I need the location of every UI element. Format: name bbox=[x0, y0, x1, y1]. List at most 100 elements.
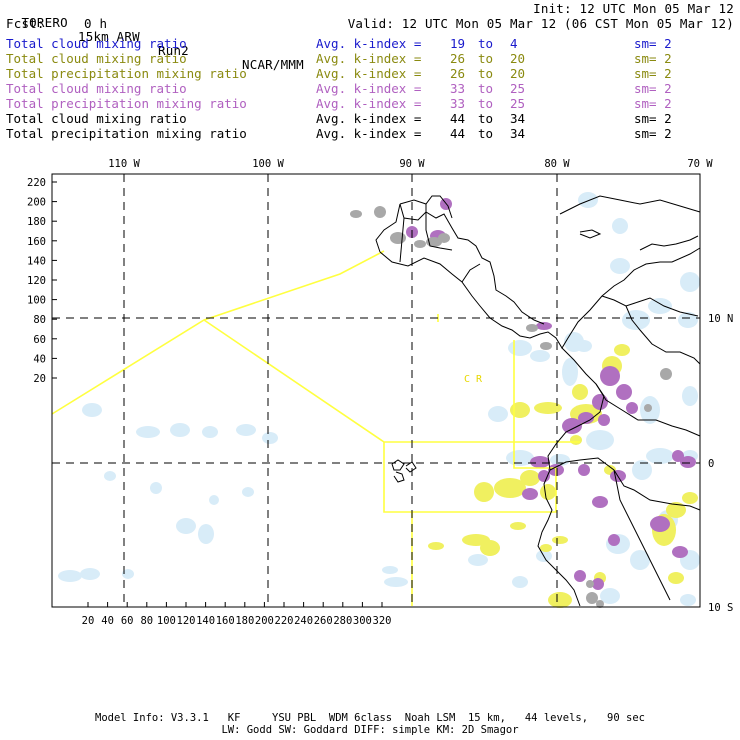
legend-field: Total cloud mixing ratio bbox=[6, 111, 187, 126]
cloud-mid bbox=[570, 435, 582, 445]
y-grid-label: 120 bbox=[27, 275, 46, 287]
legend-field: Total precipitation mixing ratio bbox=[6, 66, 247, 81]
legend-from: 33 bbox=[450, 81, 466, 96]
legend-from: 19 bbox=[450, 36, 466, 51]
cloud-high bbox=[562, 418, 582, 434]
legend-smoothing: sm= 2 bbox=[634, 126, 672, 141]
legend-to-label: to bbox=[478, 111, 494, 126]
cloud-high bbox=[600, 366, 620, 386]
cloud-low bbox=[176, 518, 196, 534]
y-grid-label: 20 bbox=[33, 373, 46, 385]
longitude-label: 80 W bbox=[544, 158, 570, 170]
cloud-low bbox=[512, 576, 528, 588]
peru-border bbox=[613, 469, 671, 601]
cloud-low bbox=[508, 340, 532, 356]
cloud-mid bbox=[552, 536, 568, 544]
cloud-low bbox=[384, 577, 408, 587]
central-america-pacific-coast bbox=[379, 247, 701, 349]
cloud-low bbox=[236, 424, 256, 436]
cloud-low bbox=[680, 272, 700, 292]
y-grid-label: 220 bbox=[27, 177, 46, 189]
cloud-mid bbox=[614, 344, 630, 356]
x-grid-label: 40 bbox=[101, 615, 114, 627]
legend-to: 4 bbox=[510, 36, 518, 51]
precip-grey bbox=[540, 342, 552, 350]
cloud-low bbox=[468, 554, 488, 566]
longitude-label: 100 W bbox=[252, 158, 284, 170]
header-line-1: TORERO 15km ARW Run2 NCAR/MMM bbox=[6, 2, 303, 72]
ecuador-border bbox=[549, 457, 701, 511]
legend-to-label: to bbox=[478, 66, 494, 81]
cloud-low bbox=[680, 594, 696, 606]
cloud-high bbox=[626, 402, 638, 414]
legend-to-label: to bbox=[478, 81, 494, 96]
cloud-mid bbox=[474, 482, 494, 502]
legend-field: Total cloud mixing ratio bbox=[6, 81, 187, 96]
precip-grey bbox=[414, 240, 426, 248]
cloud-high bbox=[536, 322, 552, 330]
cloud-high bbox=[592, 496, 608, 508]
cloud-field-layer bbox=[58, 192, 700, 608]
forecast-label: Fcst: bbox=[6, 16, 45, 31]
legend-to: 34 bbox=[510, 111, 526, 126]
x-grid-label: 120 bbox=[177, 615, 196, 627]
domain-outer-boundary bbox=[51, 250, 385, 415]
x-grid-label: 240 bbox=[294, 615, 313, 627]
x-grid-label: 140 bbox=[196, 615, 215, 627]
cloud-high bbox=[680, 456, 696, 468]
islands-north bbox=[639, 235, 699, 251]
cloud-low bbox=[488, 406, 508, 422]
legend-to: 20 bbox=[510, 66, 526, 81]
legend-index: Avg. k-index = bbox=[316, 111, 422, 126]
x-grid-label: 200 bbox=[255, 615, 274, 627]
precip-grey bbox=[350, 210, 362, 218]
cloud-mid bbox=[540, 544, 552, 552]
x-grid-label: 260 bbox=[314, 615, 333, 627]
cloud-low bbox=[242, 487, 254, 497]
x-grid-label: 160 bbox=[216, 615, 235, 627]
y-grid-label: 80 bbox=[33, 314, 46, 326]
caribbean-north-coast bbox=[601, 295, 699, 317]
cloud-low bbox=[632, 460, 652, 480]
precip-grey bbox=[586, 580, 594, 588]
cloud-low bbox=[80, 568, 100, 580]
cloud-mid bbox=[510, 522, 526, 530]
x-grid-label: 20 bbox=[82, 615, 95, 627]
cloud-high bbox=[672, 546, 688, 558]
cloud-low bbox=[578, 192, 598, 208]
cloud-low bbox=[58, 570, 82, 582]
legend-to-label: to bbox=[478, 96, 494, 111]
y-grid-label: 180 bbox=[27, 216, 46, 228]
forecast-value: 0 h bbox=[84, 16, 108, 31]
cloud-low bbox=[202, 426, 218, 438]
legend-field: Total precipitation mixing ratio bbox=[6, 96, 247, 111]
footer-model-info: Model Info: V3.3.1 KF YSU PBL WDM 6class… bbox=[95, 712, 645, 724]
lat-lon-grid bbox=[52, 174, 700, 607]
latitude-label: 10 N bbox=[708, 313, 733, 325]
cloud-low bbox=[104, 471, 116, 481]
cloud-mid bbox=[480, 540, 500, 556]
cloud-mid bbox=[540, 484, 556, 500]
cloud-low bbox=[506, 450, 534, 466]
cloud-high bbox=[592, 394, 608, 410]
cloud-mid bbox=[428, 542, 444, 550]
x-grid-label: 220 bbox=[275, 615, 294, 627]
legend-smoothing: sm= 2 bbox=[634, 111, 672, 126]
legend-from: 44 bbox=[450, 111, 466, 126]
cloud-high bbox=[538, 470, 550, 482]
model-name: TORERO bbox=[21, 15, 68, 30]
model-resolution: 15km ARW bbox=[78, 29, 140, 44]
x-grid-label: 60 bbox=[121, 615, 134, 627]
jamaica bbox=[579, 229, 602, 239]
legend-index: Avg. k-index = bbox=[316, 126, 422, 141]
y-grid-label: 200 bbox=[27, 197, 46, 209]
legend-to: 20 bbox=[510, 51, 526, 66]
precip-grey bbox=[526, 324, 538, 332]
y-grid-label: 100 bbox=[27, 295, 46, 307]
cloud-high bbox=[522, 488, 538, 500]
legend-to: 25 bbox=[510, 96, 526, 111]
cloud-mid bbox=[668, 572, 684, 584]
precip-grey bbox=[596, 600, 604, 608]
legend-smoothing: sm= 2 bbox=[634, 96, 672, 111]
legend-index: Avg. k-index = bbox=[316, 96, 422, 111]
